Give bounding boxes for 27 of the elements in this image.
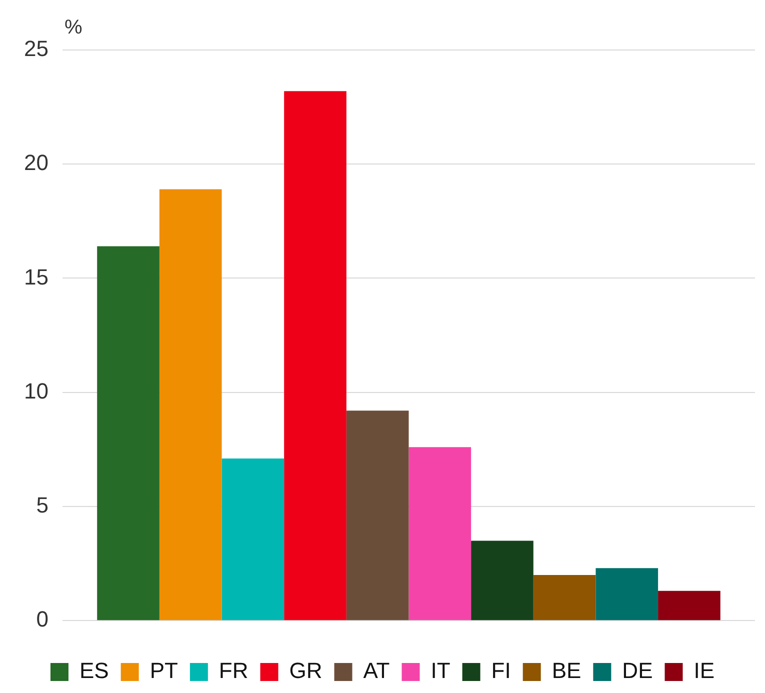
y-tick-label: 5 — [36, 492, 48, 518]
legend-label: IT — [430, 658, 450, 684]
legend-label: DE — [622, 658, 653, 684]
bar — [658, 590, 720, 620]
bar — [408, 447, 472, 620]
legend-label: FI — [491, 658, 511, 684]
legend-label: IE — [694, 658, 715, 684]
bar — [471, 540, 534, 620]
bar — [97, 246, 160, 620]
legend-label: BE — [552, 658, 582, 684]
y-tick-label: 15 — [24, 264, 48, 290]
y-tick-label: 10 — [24, 378, 48, 404]
bar — [284, 91, 346, 620]
bar — [222, 458, 284, 620]
legend-label: AT — [363, 658, 390, 684]
bar — [596, 568, 658, 620]
y-tick-label: 20 — [24, 150, 48, 176]
bar — [159, 189, 222, 620]
bar — [533, 574, 596, 620]
legend-label: GR — [289, 658, 322, 684]
y-axis-title: % — [64, 16, 82, 39]
bar — [346, 410, 409, 620]
y-tick-label: 25 — [24, 36, 48, 62]
legend-label: PT — [150, 658, 178, 684]
legend-label: FR — [218, 658, 248, 684]
y-tick-label: 0 — [36, 606, 48, 632]
legend-label: ES — [79, 658, 109, 684]
